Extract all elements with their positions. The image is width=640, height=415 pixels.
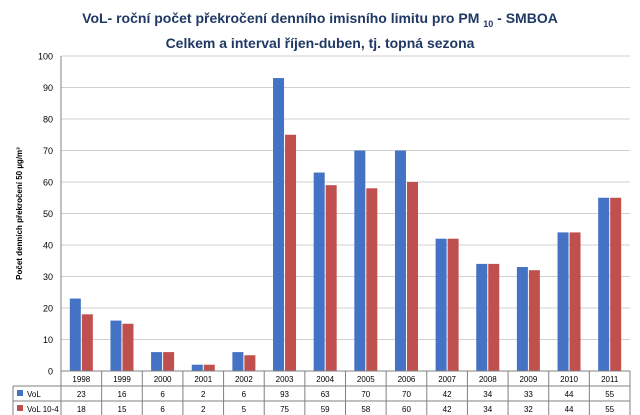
bar-vol-10-4: [406, 182, 418, 371]
y-tick-label: 100: [38, 52, 53, 62]
data-label: 6: [160, 390, 165, 399]
bar-vol: [191, 364, 203, 371]
bar-vol-10-4: [122, 323, 134, 371]
data-label: 5: [242, 405, 247, 414]
legend-key-vol-10-4: [17, 405, 23, 411]
y-tick-label: 50: [43, 209, 53, 219]
data-label: 70: [361, 390, 370, 399]
data-label: 44: [565, 405, 574, 414]
chart-title-line-1: VoL- roční počet překročení denního imis…: [0, 9, 640, 34]
x-tick-label: 2003: [276, 375, 294, 384]
bar-vol-10-4: [325, 185, 337, 371]
bar-vol-10-4: [81, 314, 93, 371]
x-tick-label: 2001: [194, 375, 212, 384]
bar-vol-10-4: [488, 263, 500, 371]
x-tick-label: 2008: [479, 375, 497, 384]
title-subscript: 10: [483, 18, 494, 29]
bar-vol-10-4: [163, 352, 175, 371]
data-label: 44: [565, 390, 574, 399]
x-tick-label: 1998: [72, 375, 90, 384]
data-label: 2: [201, 390, 206, 399]
y-tick-label: 70: [43, 146, 53, 156]
bar-vol-10-4: [285, 134, 297, 371]
data-label: 59: [321, 405, 330, 414]
y-tick-label: 60: [43, 178, 53, 188]
legend-label: VoL: [27, 390, 41, 399]
y-tick-label: 30: [43, 272, 53, 282]
bar-vol-10-4: [447, 238, 459, 371]
data-label: 93: [280, 390, 289, 399]
data-label: 70: [402, 390, 411, 399]
data-label: 58: [361, 405, 370, 414]
data-label: 6: [242, 390, 247, 399]
x-tick-label: 2005: [357, 375, 375, 384]
y-tick-label: 90: [43, 83, 53, 93]
bar-vol-10-4: [203, 364, 215, 371]
data-label: 33: [524, 390, 533, 399]
x-tick-label: 2011: [601, 375, 619, 384]
data-label: 6: [160, 405, 165, 414]
chart-title: VoL- roční počet překročení denního imis…: [0, 9, 640, 53]
data-label: 23: [77, 390, 86, 399]
legend-label: VoL 10-4: [27, 405, 59, 414]
chart-title-line-2: Celkem a interval říjen-duben, tj. topná…: [165, 34, 475, 51]
x-tick-label: 2002: [235, 375, 253, 384]
data-label: 42: [443, 405, 452, 414]
x-tick-label: 2000: [154, 375, 172, 384]
bar-vol: [354, 150, 366, 371]
data-label: 2: [201, 405, 206, 414]
bar-vol-10-4: [528, 270, 540, 371]
data-label: 60: [402, 405, 411, 414]
x-tick-label: 1999: [113, 375, 131, 384]
bar-vol: [232, 352, 244, 371]
data-label: 15: [118, 405, 127, 414]
data-label: 34: [483, 390, 492, 399]
bar-vol: [313, 172, 325, 371]
y-tick-label: 80: [43, 115, 53, 125]
bar-vol: [273, 78, 285, 372]
bar-vol: [598, 197, 610, 371]
x-tick-label: 2006: [398, 375, 416, 384]
x-tick-label: 2004: [316, 375, 334, 384]
y-tick-label: 40: [43, 241, 53, 251]
title-main-text: VoL- roční počet překročení denního imis…: [82, 10, 480, 26]
x-tick-label: 2007: [438, 375, 456, 384]
data-label: 42: [443, 390, 452, 399]
bar-vol-10-4: [366, 188, 378, 371]
bar-vol: [435, 238, 447, 371]
bar-vol: [557, 232, 569, 371]
bar-vol-10-4: [569, 232, 581, 371]
bar-vol: [110, 320, 122, 371]
bar-vol: [516, 267, 528, 371]
data-label: 18: [77, 405, 86, 414]
bar-vol: [151, 352, 163, 371]
data-label: 63: [321, 390, 330, 399]
legend-key-vol: [17, 390, 23, 396]
x-tick-label: 2009: [519, 375, 537, 384]
x-tick-label: 2010: [560, 375, 578, 384]
title-end-text: - SMBOA: [497, 10, 558, 26]
bar-vol: [394, 150, 406, 371]
bar-vol: [476, 263, 488, 371]
bar-vol-10-4: [610, 197, 622, 371]
y-tick-label: 20: [43, 304, 53, 314]
y-tick-label: 0: [48, 367, 53, 377]
data-label: 32: [524, 405, 533, 414]
data-label: 55: [605, 405, 614, 414]
data-label: 75: [280, 405, 289, 414]
bar-vol-10-4: [244, 355, 256, 371]
y-tick-label: 10: [43, 335, 53, 345]
bar-vol: [69, 298, 81, 371]
y-axis-title: Počet denních překročení 50 µg/m³: [15, 147, 24, 280]
data-label: 16: [118, 390, 127, 399]
data-label: 34: [483, 405, 492, 414]
data-label: 55: [605, 390, 614, 399]
